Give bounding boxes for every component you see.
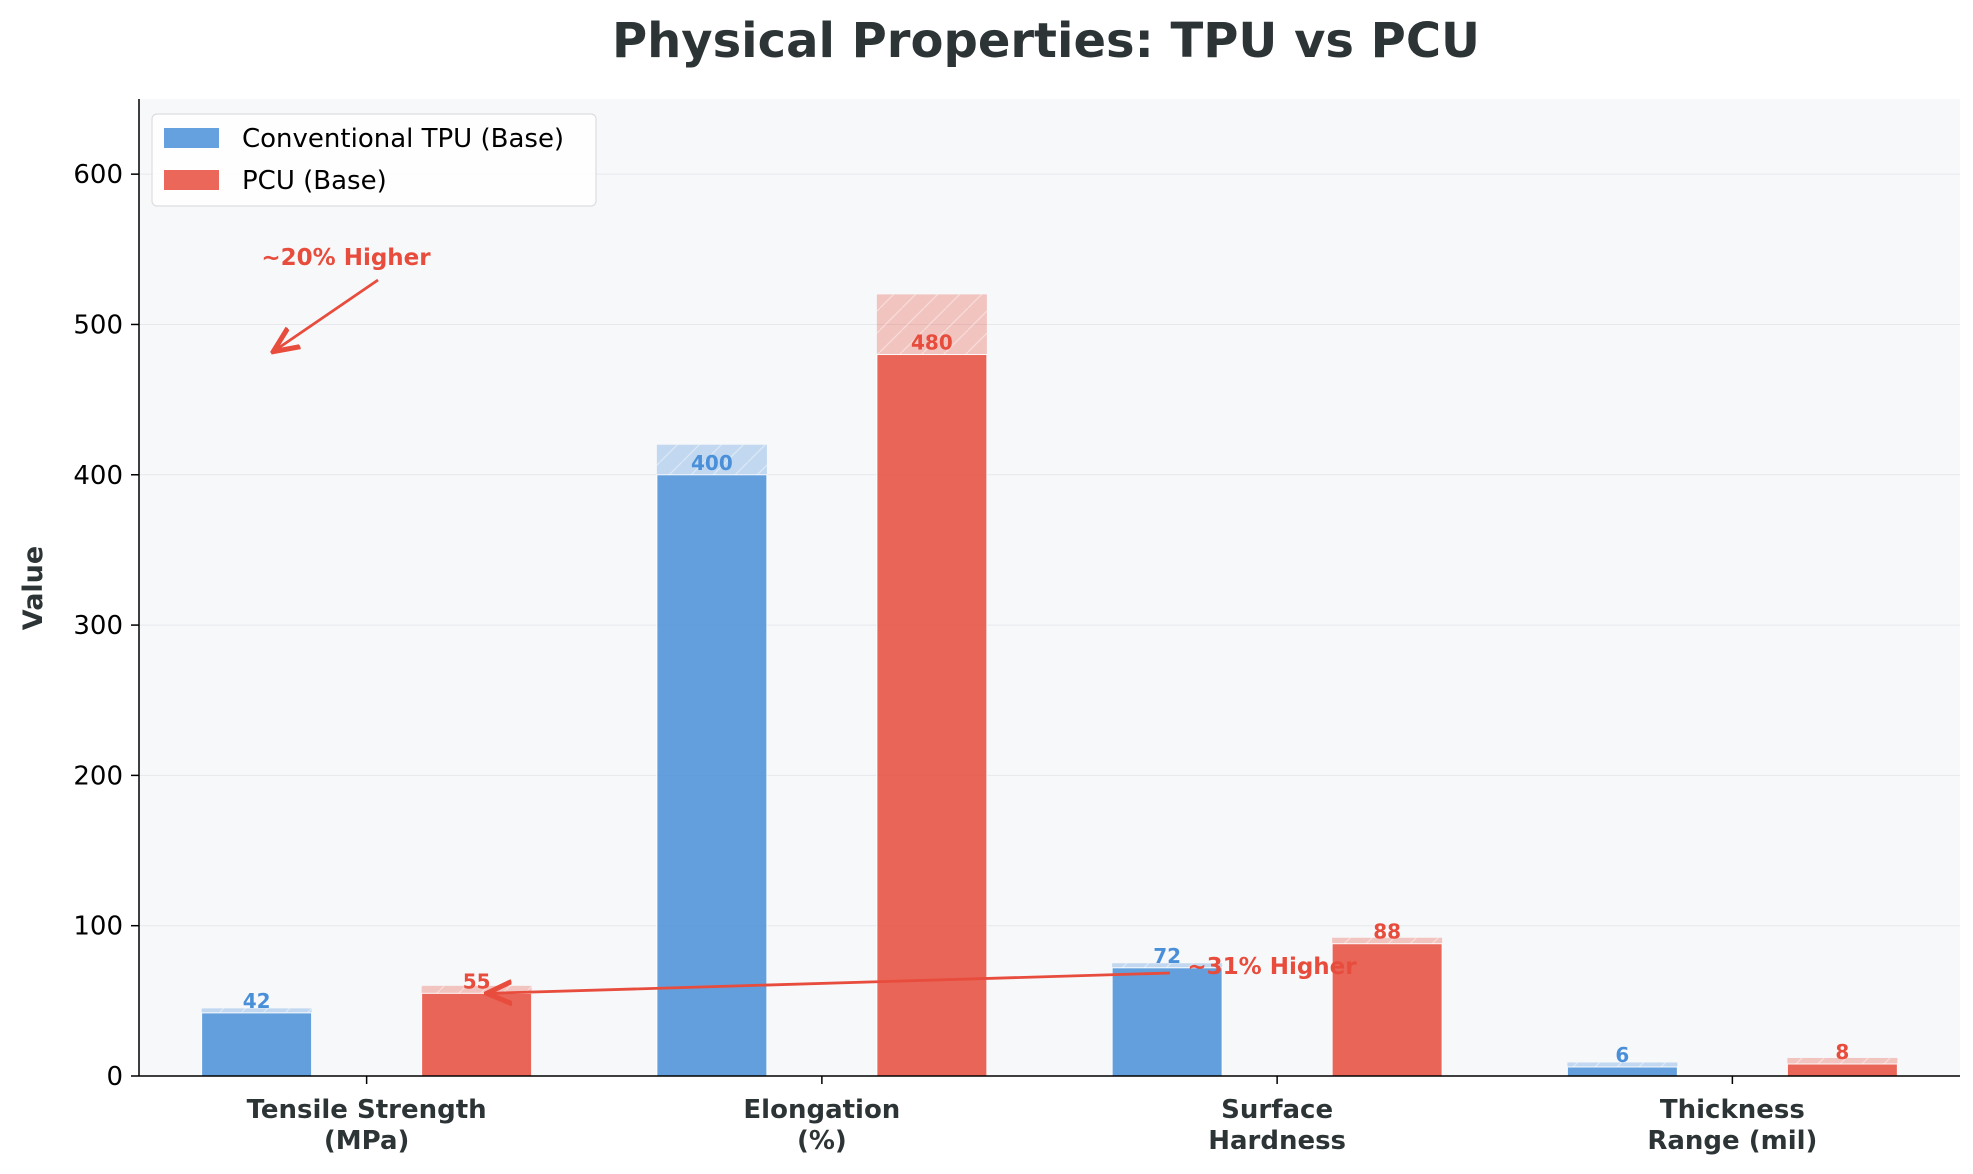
legend-swatch [164,170,219,190]
y-tick-label: 200 [73,761,123,791]
y-tick-label: 0 [106,1062,123,1092]
y-axis-label: Value [18,546,49,630]
x-tick-label: Thickness Range (mil) [1647,1095,1817,1156]
y-tick-label: 500 [73,310,123,340]
annotation-label: ~20% Higher [261,245,431,271]
annotation-arrow [490,971,1171,993]
range-bar-hatch [1332,937,1443,944]
x-tick-label: Elongation (%) [743,1095,900,1156]
range-bar-hatch [1112,963,1223,968]
bar [421,992,533,1077]
bar [1111,967,1223,1077]
annotation-label: ~31% Higher [1187,954,1357,980]
y-tick-label: 100 [73,912,123,942]
plot-area [139,99,1960,1076]
bar-value-label: 72 [1153,944,1181,968]
bar-value-label: 55 [463,969,491,993]
bar-value-label: 42 [243,989,271,1013]
annotation-arrow [276,278,379,350]
y-tick-label: 400 [73,461,123,491]
chart-title: Physical Properties: TPU vs PCU [612,13,1480,69]
bar [201,1012,313,1077]
legend-box [151,113,597,207]
bar [656,474,768,1077]
range-bar-hatch [1787,1057,1898,1064]
bar [1566,1066,1678,1077]
range-bar-hatch [421,985,532,994]
bar-value-label: 480 [911,331,953,355]
y-tick-label: 300 [73,611,123,641]
x-tick-label: Surface Hardness [1208,1095,1346,1156]
legend-label: Conventional TPU (Base) [242,124,564,154]
bar-value-label: 88 [1373,920,1401,944]
x-tick-label: Tensile Strength (MPa) [247,1095,487,1156]
range-bar-hatch [656,444,767,475]
y-tick-label: 600 [73,160,123,190]
bar-value-label: 6 [1615,1043,1629,1067]
bar [1786,1063,1898,1077]
range-bar-hatch [876,294,987,355]
bar-value-label: 400 [691,451,733,475]
legend-swatch [164,128,219,148]
bar-value-label: 8 [1835,1040,1849,1064]
range-bar-hatch [1567,1062,1678,1067]
range-bar-hatch [201,1008,312,1013]
legend-label: PCU (Base) [242,166,387,196]
bar [1331,943,1443,1077]
bar [876,354,988,1077]
